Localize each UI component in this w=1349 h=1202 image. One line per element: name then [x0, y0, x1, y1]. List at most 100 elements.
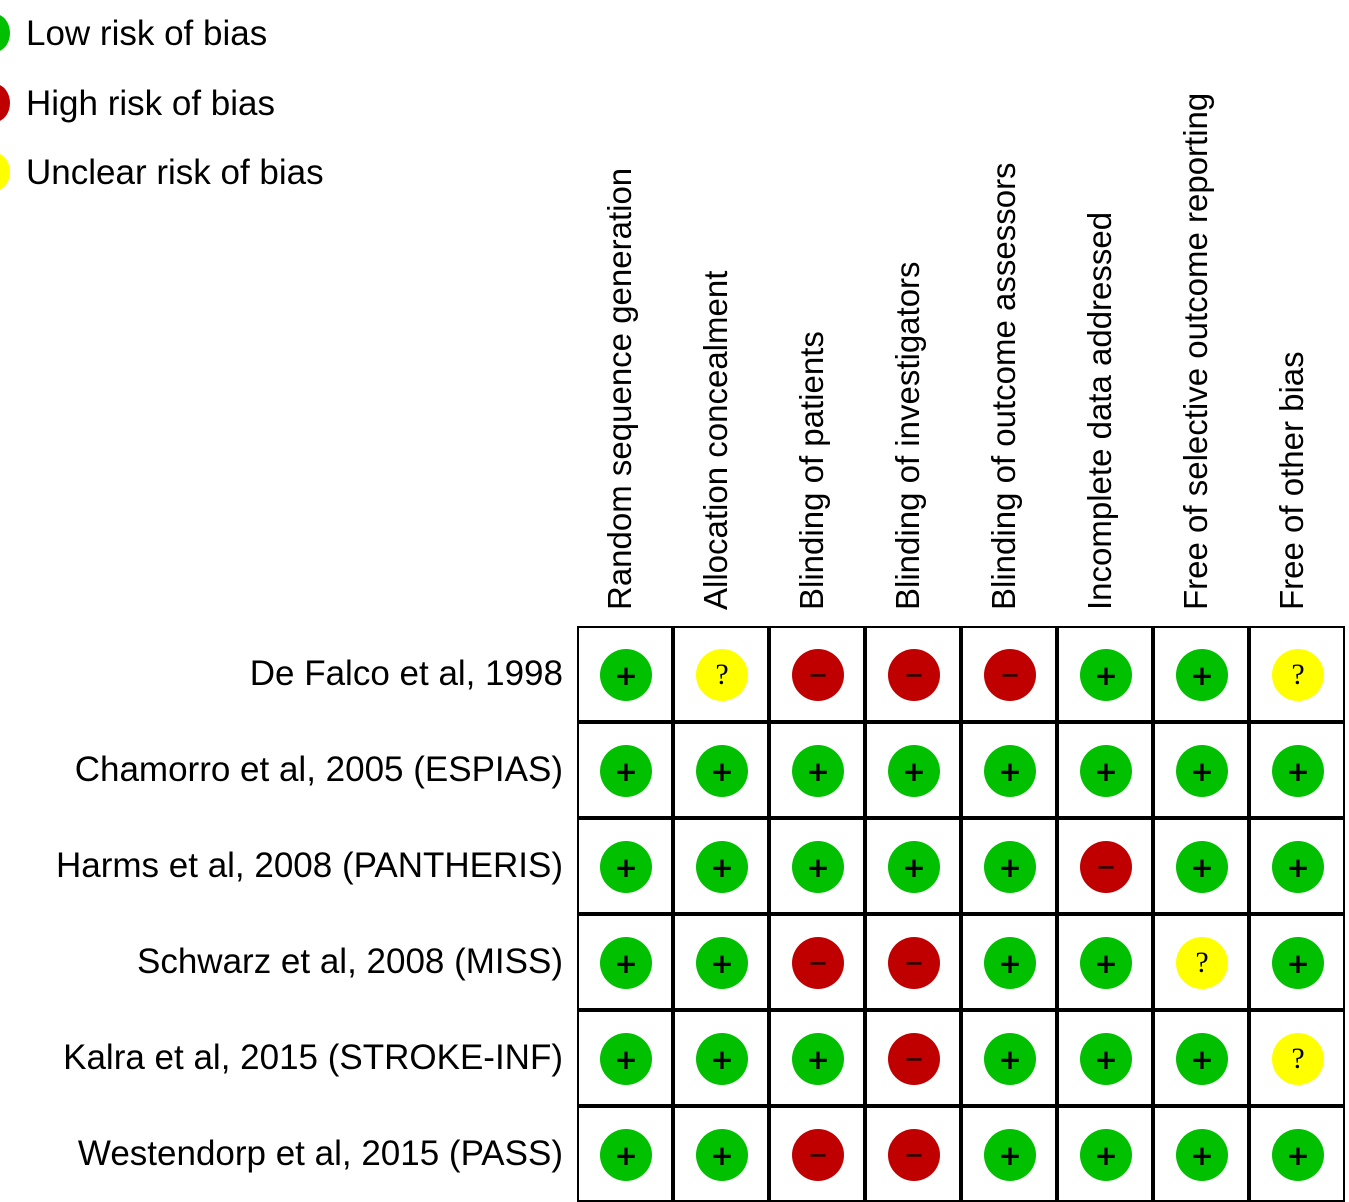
column-header: Blinding of investigators	[883, 0, 943, 610]
low-risk-icon: +	[600, 937, 652, 989]
low-risk-icon: +	[1176, 1033, 1228, 1085]
rating-symbol: −	[903, 1141, 925, 1169]
low-risk-icon: +	[600, 649, 652, 701]
high-risk-icon: −	[1080, 841, 1132, 893]
rating-cell: +	[865, 722, 961, 818]
rating-cell: +	[577, 626, 673, 722]
rating-cell: +	[961, 1106, 1057, 1202]
rating-cell: ?	[1153, 914, 1249, 1010]
rating-cell: +	[1057, 1010, 1153, 1106]
rating-cell: −	[1057, 818, 1153, 914]
column-header: Allocation concealment	[691, 0, 751, 610]
rating-cell: +	[1153, 1010, 1249, 1106]
column-header-label: Blinding of investigators	[889, 261, 926, 610]
rating-cell: +	[769, 818, 865, 914]
rating-cell: +	[1057, 914, 1153, 1010]
rating-symbol: −	[903, 949, 925, 977]
low-risk-icon: +	[1080, 1129, 1132, 1181]
rating-symbol: +	[998, 850, 1022, 884]
low-risk-icon: +	[888, 841, 940, 893]
rating-symbol: +	[1286, 754, 1310, 788]
low-risk-icon: +	[984, 841, 1036, 893]
rating-cell: −	[769, 1106, 865, 1202]
rating-cell: ?	[673, 626, 769, 722]
column-header-label: Incomplete data addressed	[1081, 211, 1118, 610]
rating-symbol: +	[1190, 1042, 1214, 1076]
rating-symbol: +	[710, 1042, 734, 1076]
rating-cell: +	[1153, 626, 1249, 722]
rating-symbol: +	[710, 754, 734, 788]
low-risk-icon: +	[984, 745, 1036, 797]
rating-cell: +	[577, 914, 673, 1010]
rating-cell: +	[1153, 1106, 1249, 1202]
rating-symbol: −	[807, 1141, 829, 1169]
rating-symbol: +	[614, 754, 638, 788]
low-risk-icon: +	[792, 841, 844, 893]
rating-cell: −	[769, 914, 865, 1010]
rating-cell: +	[577, 1010, 673, 1106]
low-risk-icon: +	[1176, 649, 1228, 701]
study-label: Schwarz et al, 2008 (MISS)	[137, 942, 563, 981]
high-risk-icon: −	[888, 1129, 940, 1181]
unclear-risk-icon: ?	[1272, 1033, 1324, 1085]
column-header-label: Free of other bias	[1273, 351, 1310, 610]
low-risk-icon: +	[792, 1033, 844, 1085]
rating-cell: −	[769, 626, 865, 722]
low-risk-icon: +	[600, 841, 652, 893]
study-label: Harms et al, 2008 (PANTHERIS)	[56, 846, 563, 885]
column-header-label: Allocation concealment	[697, 270, 734, 610]
unclear-risk-icon: ?	[696, 649, 748, 701]
rating-symbol: +	[1190, 658, 1214, 692]
rating-cell: +	[865, 818, 961, 914]
rating-cell: +	[961, 914, 1057, 1010]
low-risk-icon: +	[792, 745, 844, 797]
high-risk-icon: −	[792, 1129, 844, 1181]
low-risk-icon: +	[1176, 841, 1228, 893]
high-risk-icon: −	[792, 937, 844, 989]
high-risk-dot-icon	[0, 84, 10, 122]
rating-cell: +	[1249, 818, 1345, 914]
column-header: Free of selective outcome reporting	[1171, 0, 1231, 610]
low-risk-icon: +	[600, 1129, 652, 1181]
column-header: Free of other bias	[1267, 0, 1327, 610]
rating-symbol: +	[710, 1138, 734, 1172]
low-risk-icon: +	[696, 841, 748, 893]
rating-cell: +	[1249, 914, 1345, 1010]
rating-symbol: +	[710, 850, 734, 884]
low-risk-icon: +	[1176, 745, 1228, 797]
rating-cell: +	[577, 722, 673, 818]
low-risk-icon: +	[1272, 937, 1324, 989]
rating-symbol: −	[903, 661, 925, 689]
low-risk-icon: +	[1080, 937, 1132, 989]
rating-symbol: ?	[715, 658, 729, 691]
rating-symbol: +	[806, 754, 830, 788]
low-risk-icon: +	[600, 745, 652, 797]
low-risk-icon: +	[1080, 1033, 1132, 1085]
rating-cell: ?	[1249, 626, 1345, 722]
study-label: Westendorp et al, 2015 (PASS)	[77, 1134, 563, 1173]
rating-symbol: ?	[1291, 1042, 1305, 1075]
rating-cell: +	[577, 1106, 673, 1202]
study-label: De Falco et al, 1998	[249, 654, 563, 693]
rating-cell: +	[769, 722, 865, 818]
rating-cell: +	[961, 1010, 1057, 1106]
low-risk-icon: +	[984, 1129, 1036, 1181]
high-risk-icon: −	[888, 649, 940, 701]
rating-symbol: +	[614, 850, 638, 884]
rating-symbol: +	[806, 850, 830, 884]
legend-label: Low risk of bias	[26, 14, 268, 53]
rating-symbol: +	[614, 1042, 638, 1076]
rating-symbol: +	[1094, 946, 1118, 980]
low-risk-icon: +	[1080, 745, 1132, 797]
low-risk-icon: +	[1272, 841, 1324, 893]
rating-symbol: +	[998, 1138, 1022, 1172]
rating-symbol: +	[1190, 1138, 1214, 1172]
rating-symbol: +	[1286, 1138, 1310, 1172]
rating-cell: +	[673, 722, 769, 818]
rating-symbol: +	[614, 658, 638, 692]
study-label: Chamorro et al, 2005 (ESPIAS)	[74, 750, 563, 789]
rating-cell: +	[1057, 626, 1153, 722]
low-risk-icon: +	[696, 1129, 748, 1181]
low-risk-icon: +	[1176, 1129, 1228, 1181]
rating-cell: +	[1249, 1106, 1345, 1202]
